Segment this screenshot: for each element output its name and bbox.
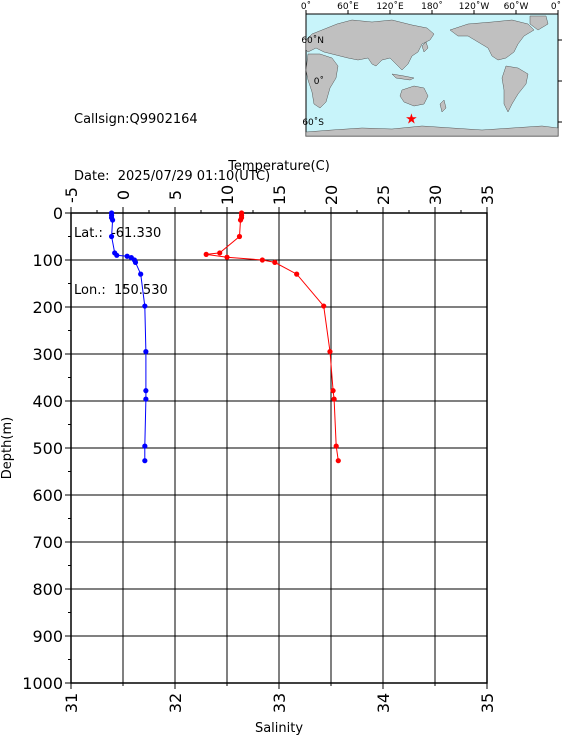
top-tick-label: -5 — [62, 187, 81, 203]
latitude-text: Lat.: -61.330 — [74, 226, 162, 241]
bottom-tick-label: 32 — [166, 693, 185, 713]
chart-ticks — [65, 207, 488, 689]
y-tick-label: 0 — [53, 204, 63, 223]
map-grid-ticks — [305, 10, 562, 123]
africa-land — [305, 53, 339, 109]
map-lon-label: 60˚E — [337, 1, 359, 12]
salinity-profile-line — [206, 213, 339, 461]
top-tick-label: 20 — [322, 185, 341, 205]
antarctica-land — [305, 125, 559, 137]
salinity-data-point — [224, 254, 230, 260]
temperature-data-point — [108, 233, 115, 240]
top-axis-title: Temperature(C) — [227, 159, 330, 174]
temperature-data-point — [114, 252, 120, 258]
newzealand-land — [439, 99, 447, 113]
bottom-tick-label: 35 — [478, 693, 497, 713]
greenland-land — [529, 15, 549, 31]
map-lon-label: 180˚ — [421, 1, 443, 12]
north-america-land — [449, 19, 535, 61]
top-tick-label: 5 — [166, 190, 185, 200]
float-location-marker: ★ — [405, 112, 418, 128]
indonesia-land — [391, 73, 415, 81]
map-land — [305, 15, 559, 137]
location-map: 0˚ 60˚E 120˚E 180˚ 120˚W 60˚W 0˚ 60˚N 0˚… — [292, 0, 564, 150]
salinity-data-point — [294, 271, 300, 277]
map-lon-label: 120˚E — [376, 1, 404, 12]
float-info: Callsign:Q9902164 Date: 2025/07/29 01:10… — [74, 72, 270, 319]
salinity-data-point — [217, 250, 223, 256]
temperature-data-point — [143, 396, 149, 402]
south-america-land — [501, 65, 529, 113]
salinity-data-point — [333, 443, 339, 449]
map-top-labels: 0˚ 60˚E 120˚E 180˚ 120˚W 60˚W 0˚ — [301, 1, 561, 12]
longitude-text: Lon.: 150.530 — [74, 283, 168, 298]
temperature-data-point — [124, 253, 130, 259]
japan-land — [421, 41, 429, 53]
date-text: Date: 2025/07/29 01:10(UTC) — [74, 169, 271, 184]
map-lon-label: 0˚ — [551, 1, 561, 12]
salinity-data-point — [203, 251, 209, 257]
y-tick-label: 1000 — [22, 674, 63, 693]
top-tick-label: 15 — [270, 185, 289, 205]
salinity-data-point — [330, 388, 336, 394]
map-lon-label: 120˚W — [459, 1, 490, 12]
bottom-tick-label: 31 — [62, 693, 81, 713]
y-tick-label: 400 — [32, 392, 63, 411]
temperature-data-point — [142, 443, 148, 449]
temperature-data-point — [110, 217, 116, 223]
temperature-data-point — [142, 303, 148, 309]
top-tick-label: 25 — [374, 185, 393, 205]
salinity-data-point — [327, 349, 333, 355]
world-map-svg: 0˚ 60˚E 120˚E 180˚ 120˚W 60˚W 0˚ 60˚N 0˚… — [301, 1, 562, 137]
map-lon-label: 60˚W — [504, 1, 529, 12]
bottom-tick-label: 33 — [270, 693, 289, 713]
chart-series — [108, 210, 341, 464]
top-tick-label: 0 — [114, 190, 133, 200]
salinity-data-point — [237, 217, 244, 223]
map-lon-label: 0˚ — [301, 1, 311, 12]
temperature-data-point — [143, 349, 149, 355]
bottom-tick-label: 34 — [374, 693, 393, 713]
y-tick-label: 700 — [32, 533, 63, 552]
eurasia-land — [305, 19, 435, 71]
y-tick-label: 900 — [32, 627, 63, 646]
y-tick-label: 800 — [32, 580, 63, 599]
map-lat-label: 60˚S — [302, 117, 324, 128]
y-tick-label: 600 — [32, 486, 63, 505]
y-tick-label: 200 — [32, 298, 63, 317]
temperature-data-point — [132, 259, 139, 265]
salinity-data-point — [331, 396, 337, 402]
salinity-data-point — [335, 458, 341, 464]
chart-grid — [70, 212, 488, 684]
salinity-data-point — [236, 233, 243, 240]
y-tick-label: 300 — [32, 345, 63, 364]
callsign-text: Callsign:Q9902164 — [74, 112, 198, 127]
temperature-profile-line — [111, 213, 147, 461]
map-lat-label: 60˚N — [301, 35, 324, 46]
top-tick-label: 10 — [218, 185, 237, 205]
temperature-data-point — [142, 458, 148, 464]
salinity-data-point — [321, 303, 327, 309]
top-tick-label: 30 — [426, 185, 445, 205]
bottom-axis-title: Salinity — [255, 721, 303, 736]
map-lat-label: 0˚ — [314, 76, 324, 87]
temperature-data-point — [143, 388, 149, 394]
y-tick-label: 100 — [32, 251, 63, 270]
y-tick-label: 500 — [32, 439, 63, 458]
salinity-data-point — [272, 259, 278, 265]
temperature-data-point — [138, 271, 144, 277]
top-tick-label: 35 — [478, 185, 497, 205]
australia-land — [399, 85, 429, 107]
y-axis-title: Depth(m) — [0, 417, 15, 479]
salinity-data-point — [259, 257, 265, 263]
map-side-labels: 60˚N 0˚ 60˚S — [301, 35, 324, 128]
